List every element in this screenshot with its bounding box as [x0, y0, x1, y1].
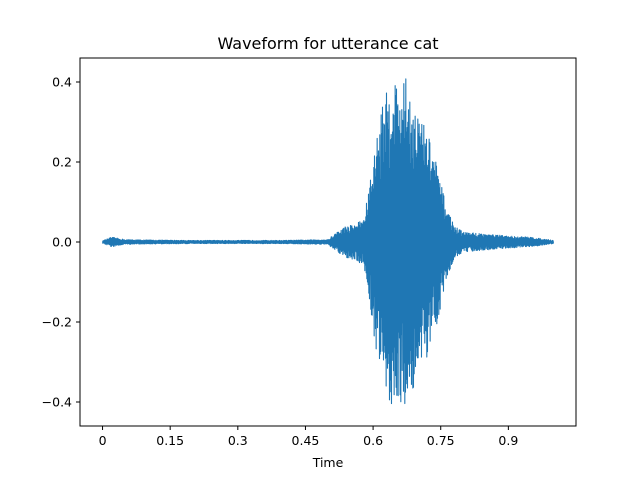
y-tick-label: −0.2: [42, 315, 72, 330]
y-tick-label: 0.0: [52, 235, 72, 250]
x-tick-label: 0: [99, 433, 107, 448]
x-axis-ticks: 0 0.15 0.3 0.45 0.6 0.75 0.9: [99, 426, 518, 448]
x-axis-label: Time: [312, 455, 344, 470]
x-tick-label: 0.9: [498, 433, 518, 448]
chart-title: Waveform for utterance cat: [217, 34, 438, 53]
y-tick-label: 0.2: [52, 155, 72, 170]
x-tick-label: 0.6: [363, 433, 383, 448]
y-axis-ticks: −0.4 −0.2 0.0 0.2 0.4: [42, 75, 80, 410]
y-tick-label: 0.4: [52, 75, 72, 90]
x-tick-label: 0.45: [292, 433, 320, 448]
waveform-layer: [102, 78, 554, 405]
x-tick-label: 0.75: [427, 433, 455, 448]
x-tick-label: 0.15: [156, 433, 184, 448]
y-tick-label: −0.4: [42, 395, 72, 410]
waveform-series-line: [102, 78, 554, 405]
x-tick-label: 0.3: [228, 433, 248, 448]
